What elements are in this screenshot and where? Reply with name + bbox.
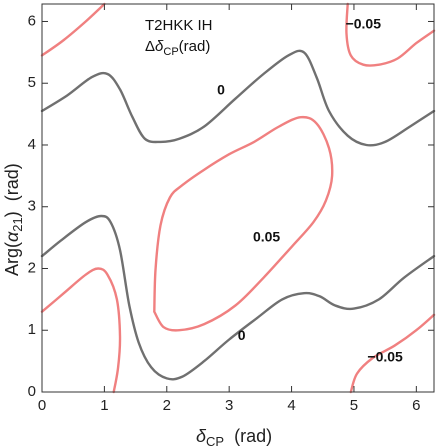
contour-line-level-minus-0p05-5 xyxy=(345,2,436,67)
y-tick-label: 3 xyxy=(28,198,36,215)
x-tick-label: 0 xyxy=(38,397,46,414)
contour-label-0: 0 xyxy=(217,81,225,97)
annotation-line2-suffix: (rad) xyxy=(179,38,211,55)
y-axis-symbol: α xyxy=(2,231,22,242)
plot-frame xyxy=(41,3,435,393)
contour-label-3: −0.05 xyxy=(346,15,382,31)
contour-line-level-0p05-4 xyxy=(40,267,122,394)
y-tick-label: 2 xyxy=(28,259,36,276)
y-tick-label: 0 xyxy=(28,383,36,400)
contour-line-level-minus-0p05-6 xyxy=(349,313,436,394)
contour-label-1: 0.05 xyxy=(253,228,280,244)
y-axis-suffix: ) xyxy=(2,211,22,217)
annotation-line2: ΔδCP(rad) xyxy=(145,38,210,58)
y-axis-title: Arg(α21) (rad) xyxy=(2,163,25,276)
y-axis-ticks: 0 1 2 3 4 5 6 xyxy=(28,12,434,400)
y-axis-prefix: Arg( xyxy=(2,242,22,276)
x-axis-title: δCP (rad) xyxy=(196,426,272,447)
contour-label-4: −0.05 xyxy=(367,349,403,365)
x-tick-label: 6 xyxy=(412,397,420,414)
y-axis-unit: (rad) xyxy=(2,163,22,201)
y-tick-label: 5 xyxy=(28,74,36,91)
x-tick-label: 3 xyxy=(225,397,233,414)
contour-line-level-0p05-2 xyxy=(153,115,334,332)
contour-lines xyxy=(40,2,436,394)
x-tick-label: 5 xyxy=(350,397,358,414)
contour-line-level-0-0 xyxy=(40,49,436,147)
contour-labels: 0 0.05 0 −0.05 −0.05 xyxy=(217,15,403,364)
annotation-line2-sub: CP xyxy=(163,46,178,58)
x-axis-sub: CP xyxy=(206,434,224,447)
x-axis-ticks: 0 1 2 3 4 5 6 xyxy=(38,4,421,414)
y-tick-label: 6 xyxy=(28,12,36,29)
contour-line-level-0p05-3 xyxy=(40,2,106,57)
annotation-line2-prefix: Δ xyxy=(145,38,155,55)
x-tick-label: 2 xyxy=(163,397,171,414)
y-tick-label: 1 xyxy=(28,321,36,338)
x-axis-unit: (rad) xyxy=(234,426,272,446)
annotation-line2-symbol: δ xyxy=(155,38,164,55)
y-axis-sub: 21 xyxy=(10,217,25,231)
x-axis-symbol: δ xyxy=(196,426,207,446)
contour-line-level-0-1 xyxy=(40,214,436,381)
annotation-line1: T2HKK IH xyxy=(145,17,213,34)
contour-label-2: 0 xyxy=(238,327,246,343)
y-tick-label: 4 xyxy=(28,136,36,153)
x-tick-label: 1 xyxy=(100,397,108,414)
x-tick-label: 4 xyxy=(287,397,295,414)
